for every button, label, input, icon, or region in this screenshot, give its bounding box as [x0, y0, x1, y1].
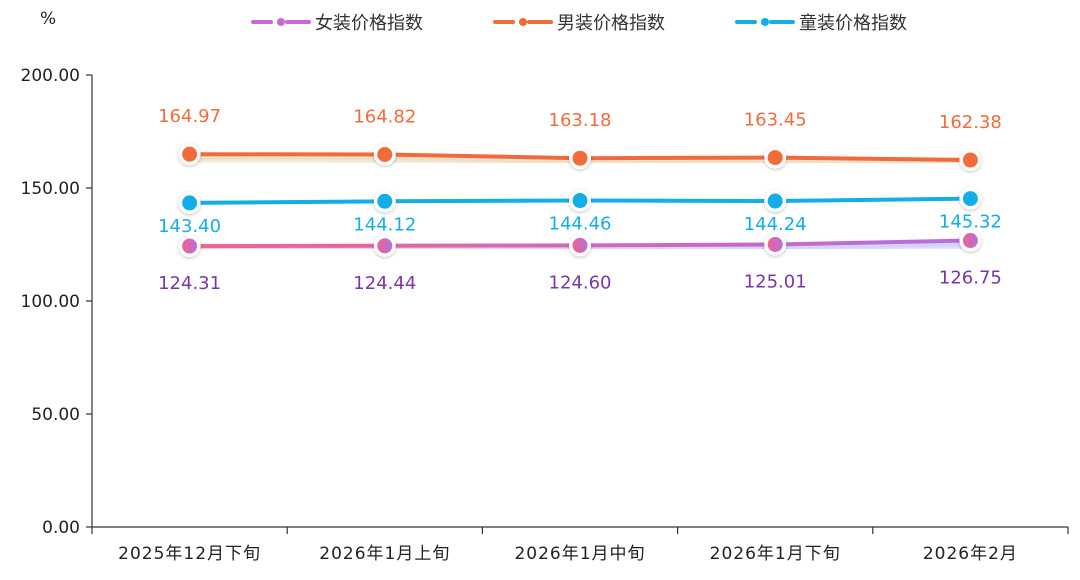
data-point: [767, 150, 783, 166]
data-label: 164.97: [158, 106, 221, 127]
data-label: 164.82: [353, 107, 416, 128]
data-labels: 143.40 144.12 144.46 144.24 145.32 164.97 164.…: [158, 106, 1002, 294]
data-point: [377, 147, 393, 163]
legend: 女装价格指数 男装价格指数 童装价格指数: [251, 13, 907, 34]
data-label: 125.01: [744, 271, 807, 292]
x-tick-label: 2026年1月下旬: [710, 544, 841, 564]
data-label: 145.32: [939, 212, 1002, 233]
data-label: 162.38: [939, 112, 1002, 133]
data-label: 124.44: [353, 273, 416, 294]
x-tick-label: 2026年1月上旬: [319, 544, 450, 564]
data-point: [962, 152, 978, 168]
data-label: 143.40: [158, 216, 221, 237]
data-point: [377, 193, 393, 209]
x-tick-label: 2026年2月: [923, 544, 1018, 564]
axes: 0.00 50.00 100.00 150.00 200.00 2025年12月下旬 202…: [21, 66, 1069, 564]
y-tick-label: 200.00: [21, 66, 80, 86]
data-point: [182, 195, 198, 211]
data-point: [767, 193, 783, 209]
data-point: [182, 238, 198, 254]
legend-dot: [519, 18, 527, 26]
data-label: 124.60: [549, 272, 612, 293]
data-label: 144.46: [549, 214, 612, 235]
data-point: [572, 237, 588, 253]
data-point: [767, 236, 783, 252]
data-point: [572, 193, 588, 209]
data-label: 144.12: [353, 214, 416, 235]
data-point: [962, 233, 978, 249]
y-tick-label: 0.00: [42, 518, 80, 538]
series-lines: [178, 143, 982, 258]
data-label: 144.24: [744, 214, 807, 235]
y-tick-label: 50.00: [31, 405, 80, 425]
legend-label: 女装价格指数: [315, 13, 423, 34]
y-tick-label: 150.00: [21, 179, 80, 199]
data-label: 126.75: [939, 268, 1002, 289]
y-tick-label: 100.00: [21, 292, 80, 312]
legend-label: 童装价格指数: [799, 13, 907, 34]
data-label: 163.18: [549, 110, 612, 131]
legend-label: 男装价格指数: [557, 13, 665, 34]
legend-dot: [277, 18, 285, 26]
x-tick-label: 2026年1月中旬: [514, 544, 645, 564]
data-point: [572, 150, 588, 166]
data-point: [962, 191, 978, 207]
data-point: [182, 146, 198, 162]
legend-dot: [761, 18, 769, 26]
data-point: [377, 238, 393, 254]
y-unit-label: %: [40, 9, 56, 29]
data-label: 163.45: [744, 110, 807, 131]
data-label: 124.31: [158, 273, 221, 294]
x-tick-label: 2025年12月下旬: [118, 544, 261, 564]
